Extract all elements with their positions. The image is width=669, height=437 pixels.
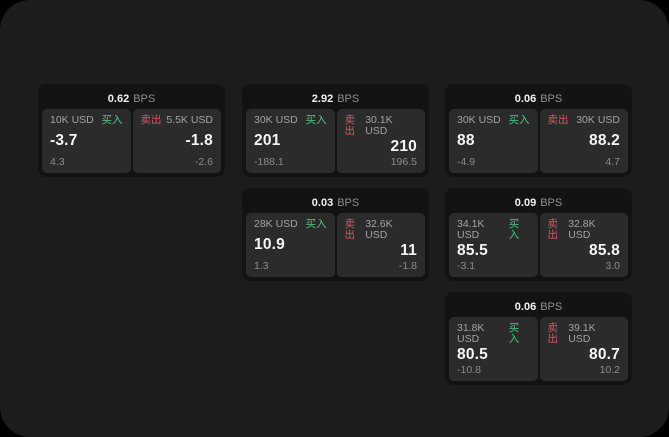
buy-side-label: 买入 xyxy=(508,114,530,126)
bps-header: 0.06 BPS xyxy=(449,88,628,109)
bps-unit-label: BPS xyxy=(337,196,360,209)
buy-price: 10.9 xyxy=(254,236,285,254)
bps-header: 0.62 BPS xyxy=(42,88,221,109)
quote-card-1: 0.62 BPS 10K USD 买入 -3.7 4.3 卖出 5.5K USD… xyxy=(38,84,225,177)
buy-panel[interactable]: 34.1K USD 买入 85.5 -3.1 xyxy=(449,213,538,277)
sell-panel[interactable]: 卖出 39.1K USD 80.7 10.2 xyxy=(539,317,628,381)
quote-card-2: 2.92 BPS 30K USD 买入 201 -188.1 卖出 30.1K … xyxy=(242,84,429,177)
sell-panel[interactable]: 卖出 32.8K USD 85.8 3.0 xyxy=(539,213,628,277)
quote-card-5: 0.09 BPS 34.1K USD 买入 85.5 -3.1 卖出 32.8K… xyxy=(445,188,632,281)
bps-value: 0.62 xyxy=(107,92,130,105)
sell-side-label: 卖出 xyxy=(344,114,356,137)
sell-notional: 39.1K USD xyxy=(568,322,596,345)
sell-notional: 5.5K USD xyxy=(166,114,213,126)
bps-value: 2.92 xyxy=(311,92,334,105)
bps-unit-label: BPS xyxy=(133,92,156,105)
buy-delta: -188.1 xyxy=(254,155,284,168)
sell-price: 80.7 xyxy=(589,345,620,363)
buy-panel[interactable]: 28K USD 买入 10.9 1.3 xyxy=(246,213,335,277)
buy-panel[interactable]: 30K USD 买入 201 -188.1 xyxy=(246,109,335,173)
sell-side-label: 卖出 xyxy=(344,218,356,241)
sell-delta: 196.5 xyxy=(390,155,417,168)
buy-price: 201 xyxy=(254,132,281,150)
bps-header: 0.06 BPS xyxy=(449,296,628,317)
bps-unit-label: BPS xyxy=(337,92,360,105)
buy-price: -3.7 xyxy=(50,132,78,150)
buy-side-label: 买入 xyxy=(305,114,327,126)
bps-value: 0.06 xyxy=(514,92,537,105)
buy-price: 88 xyxy=(457,132,475,150)
sell-panel[interactable]: 卖出 30.1K USD 210 196.5 xyxy=(336,109,425,173)
buy-notional: 28K USD xyxy=(254,218,298,230)
buy-panel[interactable]: 10K USD 买入 -3.7 4.3 xyxy=(42,109,131,173)
sell-notional: 32.8K USD xyxy=(568,218,596,241)
sell-delta: 3.0 xyxy=(605,259,620,272)
bps-unit-label: BPS xyxy=(540,92,563,105)
buy-delta: -4.9 xyxy=(457,155,476,168)
sell-side-label: 卖出 xyxy=(547,322,559,345)
buy-delta: 4.3 xyxy=(50,155,65,168)
buy-delta: -3.1 xyxy=(457,259,476,272)
buy-notional: 10K USD xyxy=(50,114,94,126)
sell-delta: 10.2 xyxy=(599,363,620,376)
buy-notional: 31.8K USD xyxy=(457,322,485,345)
sell-price: -1.8 xyxy=(185,132,213,150)
bps-unit-label: BPS xyxy=(540,196,563,209)
sell-notional: 30K USD xyxy=(576,114,620,126)
sell-price: 11 xyxy=(400,241,417,259)
buy-panel[interactable]: 31.8K USD 买入 80.5 -10.8 xyxy=(449,317,538,381)
buy-delta: 1.3 xyxy=(254,259,269,272)
buy-notional: 30K USD xyxy=(457,114,501,126)
buy-side-label: 买入 xyxy=(508,218,520,241)
sell-panel[interactable]: 卖出 30K USD 88.2 4.7 xyxy=(539,109,628,173)
sell-price: 85.8 xyxy=(589,241,620,259)
sell-notional: 30.1K USD xyxy=(365,114,393,137)
sell-side-label: 卖出 xyxy=(547,218,559,241)
buy-side-label: 买入 xyxy=(101,114,123,126)
buy-panel[interactable]: 30K USD 买入 88 -4.9 xyxy=(449,109,538,173)
buy-notional: 34.1K USD xyxy=(457,218,485,241)
sell-delta: -2.6 xyxy=(194,155,213,168)
bps-header: 0.03 BPS xyxy=(246,192,425,213)
sell-price: 88.2 xyxy=(589,132,620,150)
buy-delta: -10.8 xyxy=(457,363,481,376)
sell-notional: 32.6K USD xyxy=(365,218,393,241)
sell-panel[interactable]: 卖出 32.6K USD 11 -1.8 xyxy=(336,213,425,277)
sell-price: 210 xyxy=(390,137,417,155)
buy-side-label: 买入 xyxy=(305,218,327,230)
buy-price: 85.5 xyxy=(457,241,488,259)
buy-price: 80.5 xyxy=(457,345,488,363)
bps-unit-label: BPS xyxy=(540,300,563,313)
quote-card-6: 0.06 BPS 31.8K USD 买入 80.5 -10.8 卖出 39.1… xyxy=(445,292,632,385)
bps-header: 2.92 BPS xyxy=(246,88,425,109)
sell-panel[interactable]: 卖出 5.5K USD -1.8 -2.6 xyxy=(132,109,221,173)
bps-header: 0.09 BPS xyxy=(449,192,628,213)
sell-delta: -1.8 xyxy=(398,259,417,272)
bps-value: 0.03 xyxy=(311,196,334,209)
quote-card-4: 0.03 BPS 28K USD 买入 10.9 1.3 卖出 32.6K US… xyxy=(242,188,429,281)
sell-side-label: 卖出 xyxy=(547,114,569,126)
bps-value: 0.09 xyxy=(514,196,537,209)
buy-side-label: 买入 xyxy=(508,322,520,345)
sell-delta: 4.7 xyxy=(605,155,620,168)
sell-side-label: 卖出 xyxy=(140,114,162,126)
buy-notional: 30K USD xyxy=(254,114,298,126)
quote-card-3: 0.06 BPS 30K USD 买入 88 -4.9 卖出 30K USD 8… xyxy=(445,84,632,177)
bps-value: 0.06 xyxy=(514,300,537,313)
